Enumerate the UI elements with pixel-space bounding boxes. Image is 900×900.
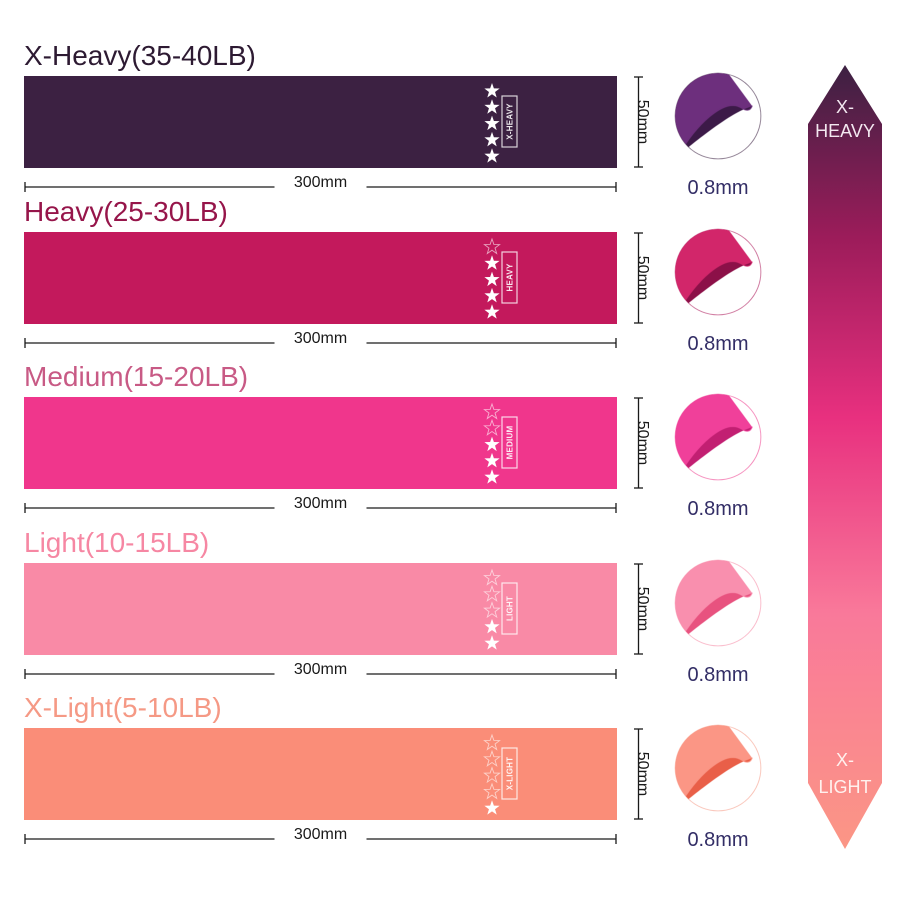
svg-text:X-: X- [836,97,854,117]
svg-text:LIGHT: LIGHT [818,777,871,797]
svg-text:X-LIGHT: X-LIGHT [506,757,515,790]
svg-text:X-HEAVY: X-HEAVY [506,103,515,140]
svg-text:HEAVY: HEAVY [815,121,875,141]
svg-text:HEAVY: HEAVY [506,263,515,291]
svg-text:MEDIUM: MEDIUM [506,426,515,460]
svg-text:LIGHT: LIGHT [506,596,515,621]
svg-text:X-: X- [836,750,854,770]
